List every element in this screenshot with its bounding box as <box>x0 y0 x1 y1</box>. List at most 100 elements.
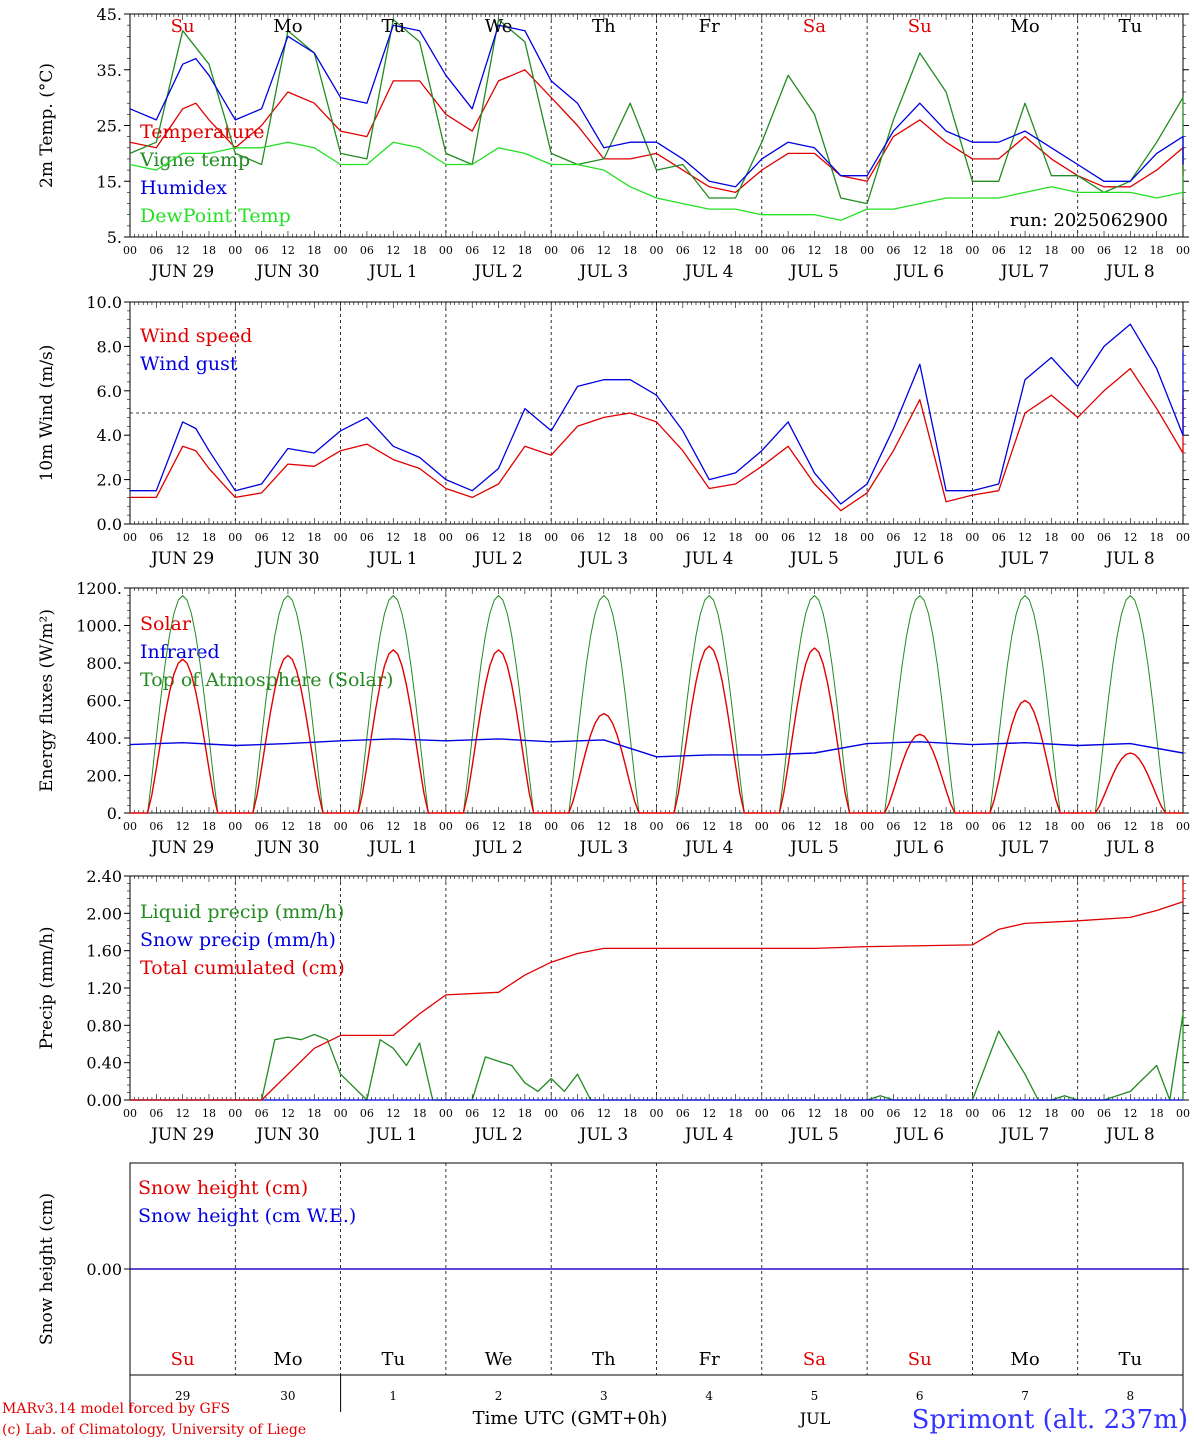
x-hour-label: 12 <box>281 1107 295 1120</box>
x-hour-label: 06 <box>255 244 269 257</box>
legend-entry: Total cumulated (cm) <box>140 957 345 979</box>
y-tick-label: 200. <box>86 767 122 786</box>
legend-entry: Wind speed <box>140 325 252 347</box>
x-hour-label: 06 <box>149 244 163 257</box>
x-hour-label: 00 <box>965 531 979 544</box>
x-hour-label: 12 <box>176 531 190 544</box>
weekday-label: Mo <box>273 16 302 37</box>
x-hour-label: 12 <box>281 820 295 833</box>
x-hour-label: 06 <box>149 1107 163 1120</box>
solar-line <box>130 645 1183 814</box>
x-date-label: JUL 7 <box>999 262 1050 282</box>
x-hour-label: 00 <box>123 1107 137 1120</box>
temperature-line <box>129 69 1184 194</box>
x-hour-label: 18 <box>518 531 532 544</box>
x-hour-label: 12 <box>1018 1107 1032 1120</box>
day-number-label: 3 <box>600 1389 608 1403</box>
x-date-label: JUL 6 <box>893 262 944 282</box>
x-hour-label: 00 <box>1176 1107 1190 1120</box>
x-hour-label: 18 <box>1044 1107 1058 1120</box>
weekday-label: Su <box>171 16 195 37</box>
x-hour-label: 18 <box>1150 244 1164 257</box>
x-hour-label: 06 <box>676 820 690 833</box>
y-tick-label: 25. <box>97 117 122 136</box>
x-hour-label: 12 <box>176 820 190 833</box>
x-date-label: JUL 8 <box>1104 262 1155 282</box>
x-hour-label: 00 <box>1071 1107 1085 1120</box>
y-tick-label: 800. <box>86 654 122 673</box>
x-hour-label: 06 <box>886 1107 900 1120</box>
x-date-label: JUL 1 <box>367 262 418 282</box>
x-hour-label: 00 <box>439 531 453 544</box>
x-hour-label: 06 <box>992 244 1006 257</box>
x-hour-label: 18 <box>834 820 848 833</box>
legend-entry: Infrared <box>140 641 220 663</box>
x-hour-label: 00 <box>1071 244 1085 257</box>
x-hour-label: 00 <box>544 244 558 257</box>
y-tick-label: 0.00 <box>86 1260 122 1279</box>
legend-entry: Snow height (cm W.E.) <box>138 1205 356 1227</box>
x-hour-label: 06 <box>465 244 479 257</box>
x-hour-label: 06 <box>465 1107 479 1120</box>
day-number-label: 30 <box>280 1389 295 1403</box>
x-date-label: JUN 30 <box>254 1125 319 1145</box>
y-tick-label: 0.00 <box>86 1091 122 1110</box>
x-hour-label: 00 <box>544 820 558 833</box>
x-date-label: JUN 29 <box>149 838 214 858</box>
y-tick-label: 600. <box>86 692 122 711</box>
x-hour-label: 06 <box>255 531 269 544</box>
day-number-label: 1 <box>389 1389 397 1403</box>
x-date-label: JUL 2 <box>472 838 523 858</box>
weekday-label: Mo <box>273 1349 302 1370</box>
credit-line: MARv3.14 model forced by GFS <box>2 1401 230 1417</box>
x-date-label: JUL 8 <box>1104 1125 1155 1145</box>
x-hour-label: 00 <box>650 1107 664 1120</box>
legend-entry: Snow precip (mm/h) <box>140 929 336 951</box>
weekday-label: Tu <box>1119 16 1143 37</box>
x-hour-label: 00 <box>650 820 664 833</box>
x-hour-label: 00 <box>123 820 137 833</box>
y-axis-label: Precip (mm/h) <box>37 926 57 1049</box>
legend-entry: Humidex <box>140 177 227 199</box>
humidex-line <box>129 24 1184 188</box>
x-date-label: JUN 29 <box>149 1125 214 1145</box>
x-hour-label: 12 <box>1123 531 1137 544</box>
x-hour-label: 06 <box>676 531 690 544</box>
day-number-label: 8 <box>1127 1389 1135 1403</box>
x-hour-label: 06 <box>886 244 900 257</box>
x-date-label: JUL 1 <box>367 549 418 569</box>
x-hour-label: 06 <box>360 531 374 544</box>
x-hour-label: 12 <box>913 244 927 257</box>
x-hour-label: 18 <box>1044 244 1058 257</box>
x-hour-label: 18 <box>1044 531 1058 544</box>
x-hour-label: 06 <box>992 531 1006 544</box>
y-tick-label: 2.40 <box>86 867 122 886</box>
x-hour-label: 06 <box>886 531 900 544</box>
x-hour-label: 18 <box>834 244 848 257</box>
x-hour-label: 18 <box>202 244 216 257</box>
x-hour-label: 00 <box>228 531 242 544</box>
x-hour-label: 18 <box>1150 531 1164 544</box>
x-hour-label: 18 <box>939 820 953 833</box>
x-hour-label: 06 <box>571 1107 585 1120</box>
x-hour-label: 18 <box>834 531 848 544</box>
x-date-label: JUN 30 <box>254 838 319 858</box>
weekday-label: Fr <box>699 1349 720 1370</box>
x-hour-label: 06 <box>1097 244 1111 257</box>
y-axis-label: 2m Temp. (°C) <box>37 63 57 188</box>
x-hour-label: 18 <box>834 1107 848 1120</box>
x-date-label: JUL 6 <box>893 549 944 569</box>
x-hour-label: 06 <box>149 820 163 833</box>
x-hour-label: 12 <box>702 1107 716 1120</box>
x-date-label: JUL 4 <box>683 262 734 282</box>
y-tick-label: 1.20 <box>86 979 122 998</box>
x-hour-label: 00 <box>650 244 664 257</box>
legend-entry: DewPoint Temp <box>140 205 291 227</box>
x-hour-label: 12 <box>386 244 400 257</box>
weekday-label: Tu <box>381 1349 405 1370</box>
x-hour-label: 00 <box>755 820 769 833</box>
y-tick-label: 4.0 <box>97 426 122 445</box>
total-cumulated-cm-line <box>130 880 1184 1101</box>
y-tick-label: 10.0 <box>86 293 122 312</box>
weekday-label: We <box>485 1349 513 1370</box>
